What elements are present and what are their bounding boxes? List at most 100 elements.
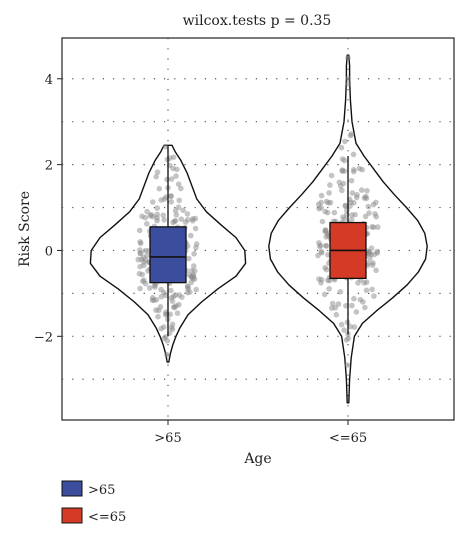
- data-point: [356, 165, 363, 172]
- data-point: [161, 324, 167, 330]
- x-tick-label: <=65: [329, 431, 367, 446]
- legend-swatch: [61, 507, 83, 524]
- data-point: [365, 203, 372, 210]
- data-point: [321, 291, 328, 298]
- data-point: [365, 260, 371, 266]
- data-point: [160, 212, 166, 219]
- data-point: [175, 181, 182, 187]
- data-point: [162, 143, 169, 150]
- data-point: [193, 244, 199, 251]
- data-point: [318, 248, 325, 255]
- data-point: [339, 187, 345, 194]
- data-point: [361, 280, 368, 286]
- data-point: [362, 193, 369, 200]
- data-point: [170, 154, 177, 160]
- data-point: [325, 252, 331, 258]
- legend-swatch: [61, 480, 83, 497]
- data-point: [315, 252, 321, 259]
- x-tick-label: >65: [154, 431, 181, 446]
- data-point: [135, 256, 141, 263]
- data-point: [327, 199, 334, 206]
- y-tick-label: 4: [45, 73, 53, 88]
- data-point: [369, 262, 376, 268]
- data-point: [345, 75, 352, 82]
- data-point: [162, 334, 169, 340]
- data-point: [350, 151, 357, 158]
- data-point: [351, 324, 358, 330]
- data-point: [136, 227, 143, 234]
- y-tick-label: −2: [34, 330, 53, 345]
- data-point: [184, 211, 191, 217]
- legend-label: >65: [88, 483, 115, 498]
- data-point: [369, 286, 375, 293]
- y-tick-label: 0: [45, 244, 53, 259]
- data-point: [322, 264, 328, 271]
- data-point: [186, 255, 192, 262]
- data-point: [345, 80, 352, 87]
- x-axis-title: Age: [243, 451, 271, 467]
- data-point: [176, 301, 182, 308]
- data-point: [191, 263, 197, 269]
- data-point: [154, 217, 160, 224]
- data-point: [178, 216, 185, 222]
- data-point: [326, 286, 332, 292]
- data-point: [336, 179, 343, 186]
- data-point: [188, 267, 195, 274]
- data-point: [349, 302, 355, 309]
- data-point: [185, 284, 191, 290]
- data-point: [349, 212, 355, 218]
- data-point: [144, 221, 150, 227]
- legend: >65 <=65: [61, 480, 126, 525]
- y-tick-label: 2: [45, 159, 53, 174]
- plot-frame: [61, 37, 455, 421]
- data-point: [363, 287, 370, 294]
- data-point: [326, 277, 333, 284]
- data-point: [341, 157, 348, 164]
- data-point: [154, 169, 161, 175]
- data-point: [329, 300, 336, 307]
- data-point: [172, 207, 179, 214]
- data-point: [161, 217, 167, 223]
- data-point: [142, 247, 149, 254]
- data-point: [164, 351, 170, 358]
- data-point: [168, 199, 174, 205]
- data-point: [338, 321, 345, 328]
- data-point: [337, 289, 344, 295]
- data-point: [374, 250, 381, 256]
- data-point: [193, 286, 199, 293]
- data-point: [345, 335, 352, 342]
- data-point: [362, 213, 369, 220]
- data-point: [364, 188, 370, 194]
- data-point: [154, 211, 160, 218]
- data-point: [171, 304, 177, 310]
- data-point: [362, 304, 368, 311]
- data-point: [164, 176, 170, 183]
- data-point: [333, 311, 340, 318]
- data-point: [144, 208, 150, 215]
- data-point: [360, 299, 366, 305]
- data-point: [351, 295, 357, 302]
- data-point: [185, 216, 191, 223]
- data-point: [137, 247, 143, 253]
- data-point: [349, 190, 356, 196]
- data-point: [371, 293, 377, 299]
- data-point: [174, 166, 180, 173]
- data-point: [173, 173, 179, 179]
- data-point: [344, 362, 351, 368]
- data-point: [348, 217, 355, 223]
- data-point: [354, 192, 360, 198]
- data-point: [171, 218, 178, 224]
- data-point: [353, 309, 360, 315]
- data-point: [178, 185, 184, 192]
- point-layer: [135, 55, 381, 368]
- data-point: [146, 285, 153, 291]
- data-point: [168, 176, 175, 182]
- y-axis-title: Risk Score: [17, 191, 33, 267]
- data-point: [158, 286, 164, 293]
- data-point: [191, 251, 197, 257]
- data-point: [176, 197, 182, 204]
- data-point: [322, 227, 329, 234]
- data-point: [147, 213, 154, 219]
- data-point: [358, 187, 365, 193]
